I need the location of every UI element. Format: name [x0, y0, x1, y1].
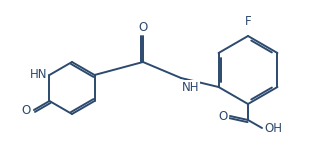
Text: O: O [22, 103, 31, 117]
Text: OH: OH [264, 122, 282, 134]
Text: F: F [245, 15, 251, 28]
Text: O: O [138, 21, 148, 34]
Text: O: O [219, 110, 228, 122]
Text: HN: HN [30, 68, 48, 81]
Text: NH: NH [182, 81, 200, 94]
